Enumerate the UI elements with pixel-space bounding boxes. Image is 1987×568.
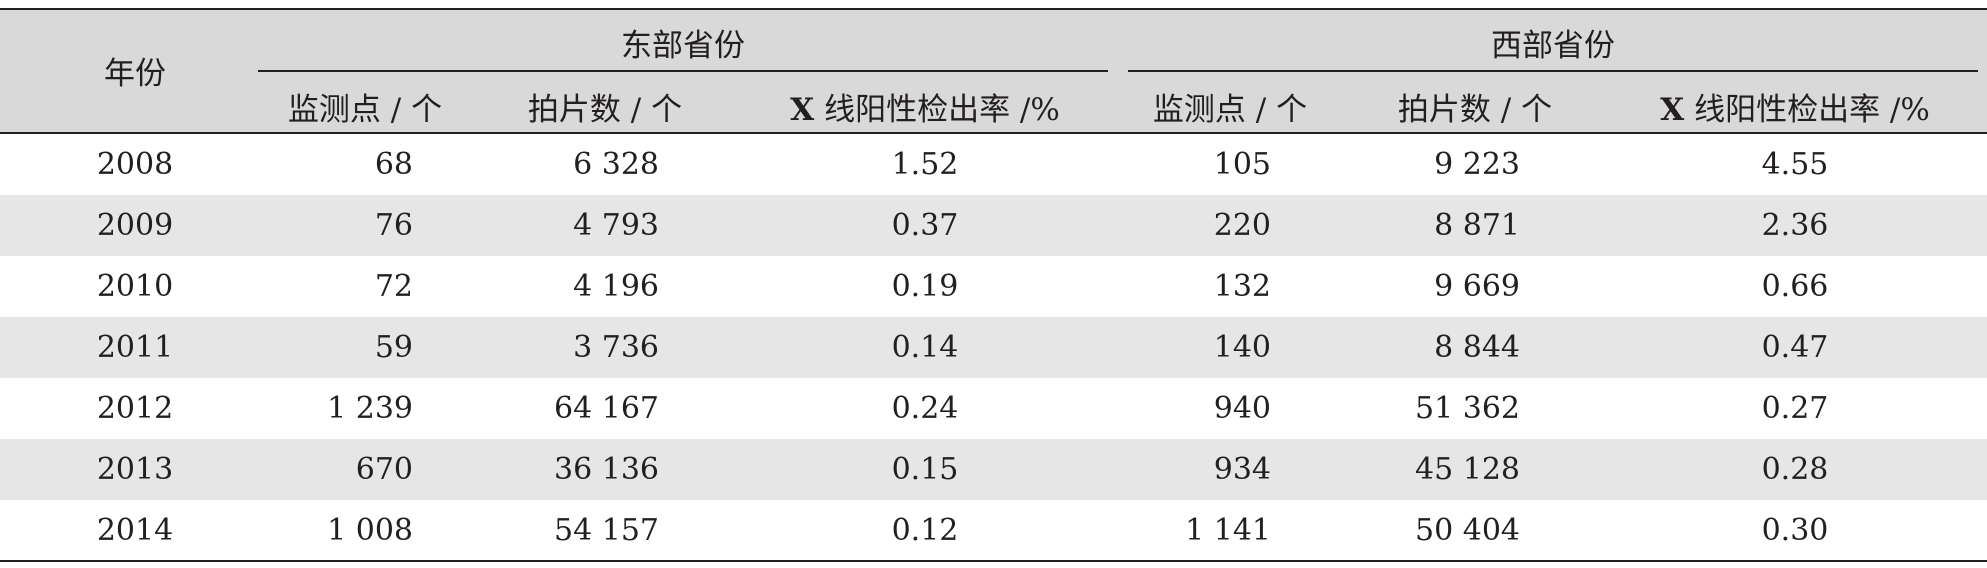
cell-w-films: 45 128 [1415, 452, 1520, 487]
cell-e-rate: 0.15 [891, 452, 959, 487]
cell-w-sites: 140 [1213, 330, 1271, 365]
top-rule [0, 8, 1987, 10]
cell-year: 2011 [96, 330, 174, 365]
cell-e-films: 4 196 [573, 269, 659, 304]
table-header: 年份 东部省份 西部省份 监测点 / 个 拍片数 / 个 X 线阳性检出率 /%… [0, 8, 1987, 133]
cell-w-films: 51 362 [1415, 391, 1520, 426]
cell-w-films: 8 871 [1434, 208, 1520, 243]
cell-e-sites: 68 [374, 147, 413, 182]
table-row: 2008 68 6 328 1.52 105 9 223 4.55 [0, 134, 1987, 195]
table-row: 2012 1 239 64 167 0.24 940 51 362 0.27 [0, 378, 1987, 439]
cell-year: 2013 [96, 452, 174, 487]
table-row: 2014 1 008 54 157 0.12 1 141 50 404 0.30 [0, 500, 1987, 561]
cell-w-sites: 1 141 [1185, 513, 1271, 548]
west-group-underline [1128, 70, 1978, 72]
cell-year: 2009 [96, 208, 174, 243]
cell-e-films: 54 157 [554, 513, 659, 548]
cell-w-films: 9 223 [1434, 147, 1520, 182]
cell-e-rate: 0.14 [891, 330, 959, 365]
cell-w-rate: 0.28 [1761, 452, 1829, 487]
cell-w-rate: 0.27 [1761, 391, 1829, 426]
cell-w-sites: 220 [1213, 208, 1271, 243]
cell-w-films: 9 669 [1434, 269, 1520, 304]
cell-e-films: 3 736 [573, 330, 659, 365]
header-group-west: 西部省份 [1491, 28, 1615, 64]
cell-e-sites: 72 [374, 269, 413, 304]
cell-w-rate: 0.47 [1761, 330, 1829, 365]
cell-w-films: 8 844 [1434, 330, 1520, 365]
cell-e-sites: 1 008 [327, 513, 413, 548]
cell-e-rate: 0.37 [891, 208, 959, 243]
cell-e-films: 36 136 [554, 452, 659, 487]
cell-e-rate: 0.19 [891, 269, 959, 304]
cell-w-sites: 934 [1213, 452, 1271, 487]
cell-e-sites: 59 [374, 330, 413, 365]
cell-w-rate: 0.66 [1761, 269, 1829, 304]
cell-year: 2014 [96, 513, 174, 548]
cell-year: 2010 [96, 269, 174, 304]
header-west-rate: X 线阳性检出率 /% [1660, 92, 1930, 128]
header-west-films: 拍片数 / 个 [1397, 92, 1553, 128]
cell-e-sites: 76 [374, 208, 413, 243]
table-row: 2013 670 36 136 0.15 934 45 128 0.28 [0, 439, 1987, 500]
header-year: 年份 [104, 56, 166, 92]
cell-year: 2008 [96, 147, 174, 182]
table-row: 2011 59 3 736 0.14 140 8 844 0.47 [0, 317, 1987, 378]
cell-e-films: 64 167 [554, 391, 659, 426]
header-west-sites: 监测点 / 个 [1152, 92, 1308, 128]
cell-year: 2012 [96, 391, 174, 426]
cell-w-rate: 2.36 [1761, 208, 1829, 243]
cell-e-films: 6 328 [573, 147, 659, 182]
header-east-films: 拍片数 / 个 [527, 92, 683, 128]
cell-e-sites: 670 [355, 452, 413, 487]
bottom-rule [0, 560, 1987, 562]
cell-w-rate: 0.30 [1761, 513, 1829, 548]
cell-e-rate: 0.12 [891, 513, 959, 548]
cell-w-films: 50 404 [1415, 513, 1520, 548]
cell-e-rate: 1.52 [891, 147, 959, 182]
cell-e-sites: 1 239 [327, 391, 413, 426]
east-group-underline [258, 70, 1108, 72]
cell-e-films: 4 793 [573, 208, 659, 243]
table-row: 2010 72 4 196 0.19 132 9 669 0.66 [0, 256, 1987, 317]
header-rule [0, 132, 1987, 134]
header-east-rate: X 线阳性检出率 /% [790, 92, 1060, 128]
header-east-sites: 监测点 / 个 [287, 92, 443, 128]
cell-w-sites: 105 [1213, 147, 1271, 182]
cell-e-rate: 0.24 [891, 391, 959, 426]
cell-w-rate: 4.55 [1761, 147, 1829, 182]
cell-w-sites: 132 [1213, 269, 1271, 304]
header-group-east: 东部省份 [621, 28, 745, 64]
cell-w-sites: 940 [1213, 391, 1271, 426]
table-row: 2009 76 4 793 0.37 220 8 871 2.36 [0, 195, 1987, 256]
